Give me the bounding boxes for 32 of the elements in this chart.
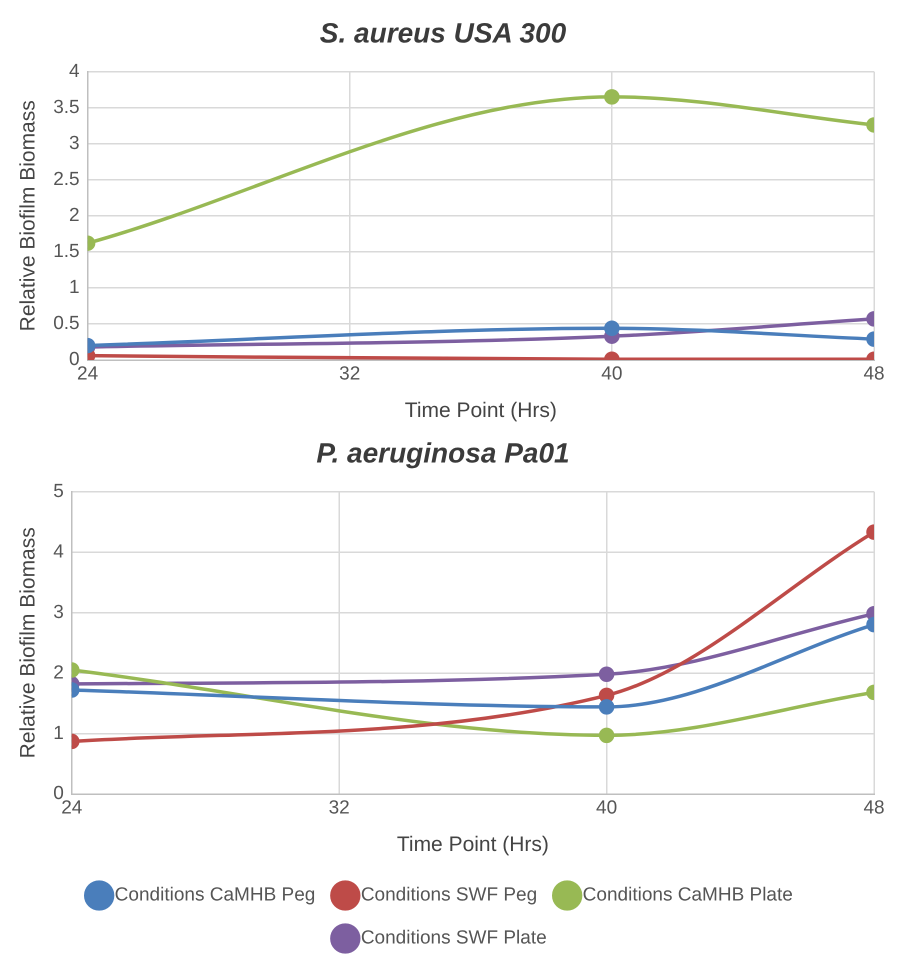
y-axis-title: Relative Biofilm Biomass xyxy=(16,527,40,758)
legend-label: Conditions CaMHB Plate xyxy=(582,884,793,906)
chart-title: S. aureus USA 300 xyxy=(320,18,567,49)
y-tick-label: 1.5 xyxy=(53,241,80,262)
x-tick-label: 48 xyxy=(863,364,885,385)
y-tick-label: 0 xyxy=(53,783,64,804)
y-tick-label: 1 xyxy=(53,722,64,744)
x-axis-title: Time Point (Hrs) xyxy=(404,399,557,422)
y-tick-label: 2.5 xyxy=(53,168,80,190)
x-axis-title: Time Point (Hrs) xyxy=(396,833,549,856)
x-tick-label: 24 xyxy=(77,364,99,385)
legend-label: Conditions SWF Peg xyxy=(360,884,538,906)
y-tick-label: 3 xyxy=(69,132,80,154)
legend-label: Conditions SWF Plate xyxy=(360,928,547,949)
y-tick-label: 4 xyxy=(53,541,64,562)
x-tick-label: 32 xyxy=(339,364,360,385)
y-tick-label: 2 xyxy=(69,205,80,226)
y-tick-label: 1 xyxy=(69,277,80,298)
x-tick-label: 48 xyxy=(863,798,885,819)
y-tick-label: 3.5 xyxy=(53,96,80,118)
y-tick-label: 4 xyxy=(69,60,80,82)
legend-label: Conditions CaMHB Peg xyxy=(114,884,316,906)
y-tick-label: 5 xyxy=(53,480,64,502)
x-tick-label: 40 xyxy=(596,798,618,819)
y-axis-title: Relative Biofilm Biomass xyxy=(16,100,40,332)
y-tick-label: 3 xyxy=(53,602,64,623)
x-tick-label: 32 xyxy=(328,798,350,819)
chart-title: P. aeruginosa Pa01 xyxy=(316,438,570,469)
y-tick-label: 0.5 xyxy=(53,313,80,334)
y-tick-label: 2 xyxy=(53,662,64,684)
x-tick-label: 40 xyxy=(601,364,622,385)
x-tick-label: 24 xyxy=(61,798,83,819)
